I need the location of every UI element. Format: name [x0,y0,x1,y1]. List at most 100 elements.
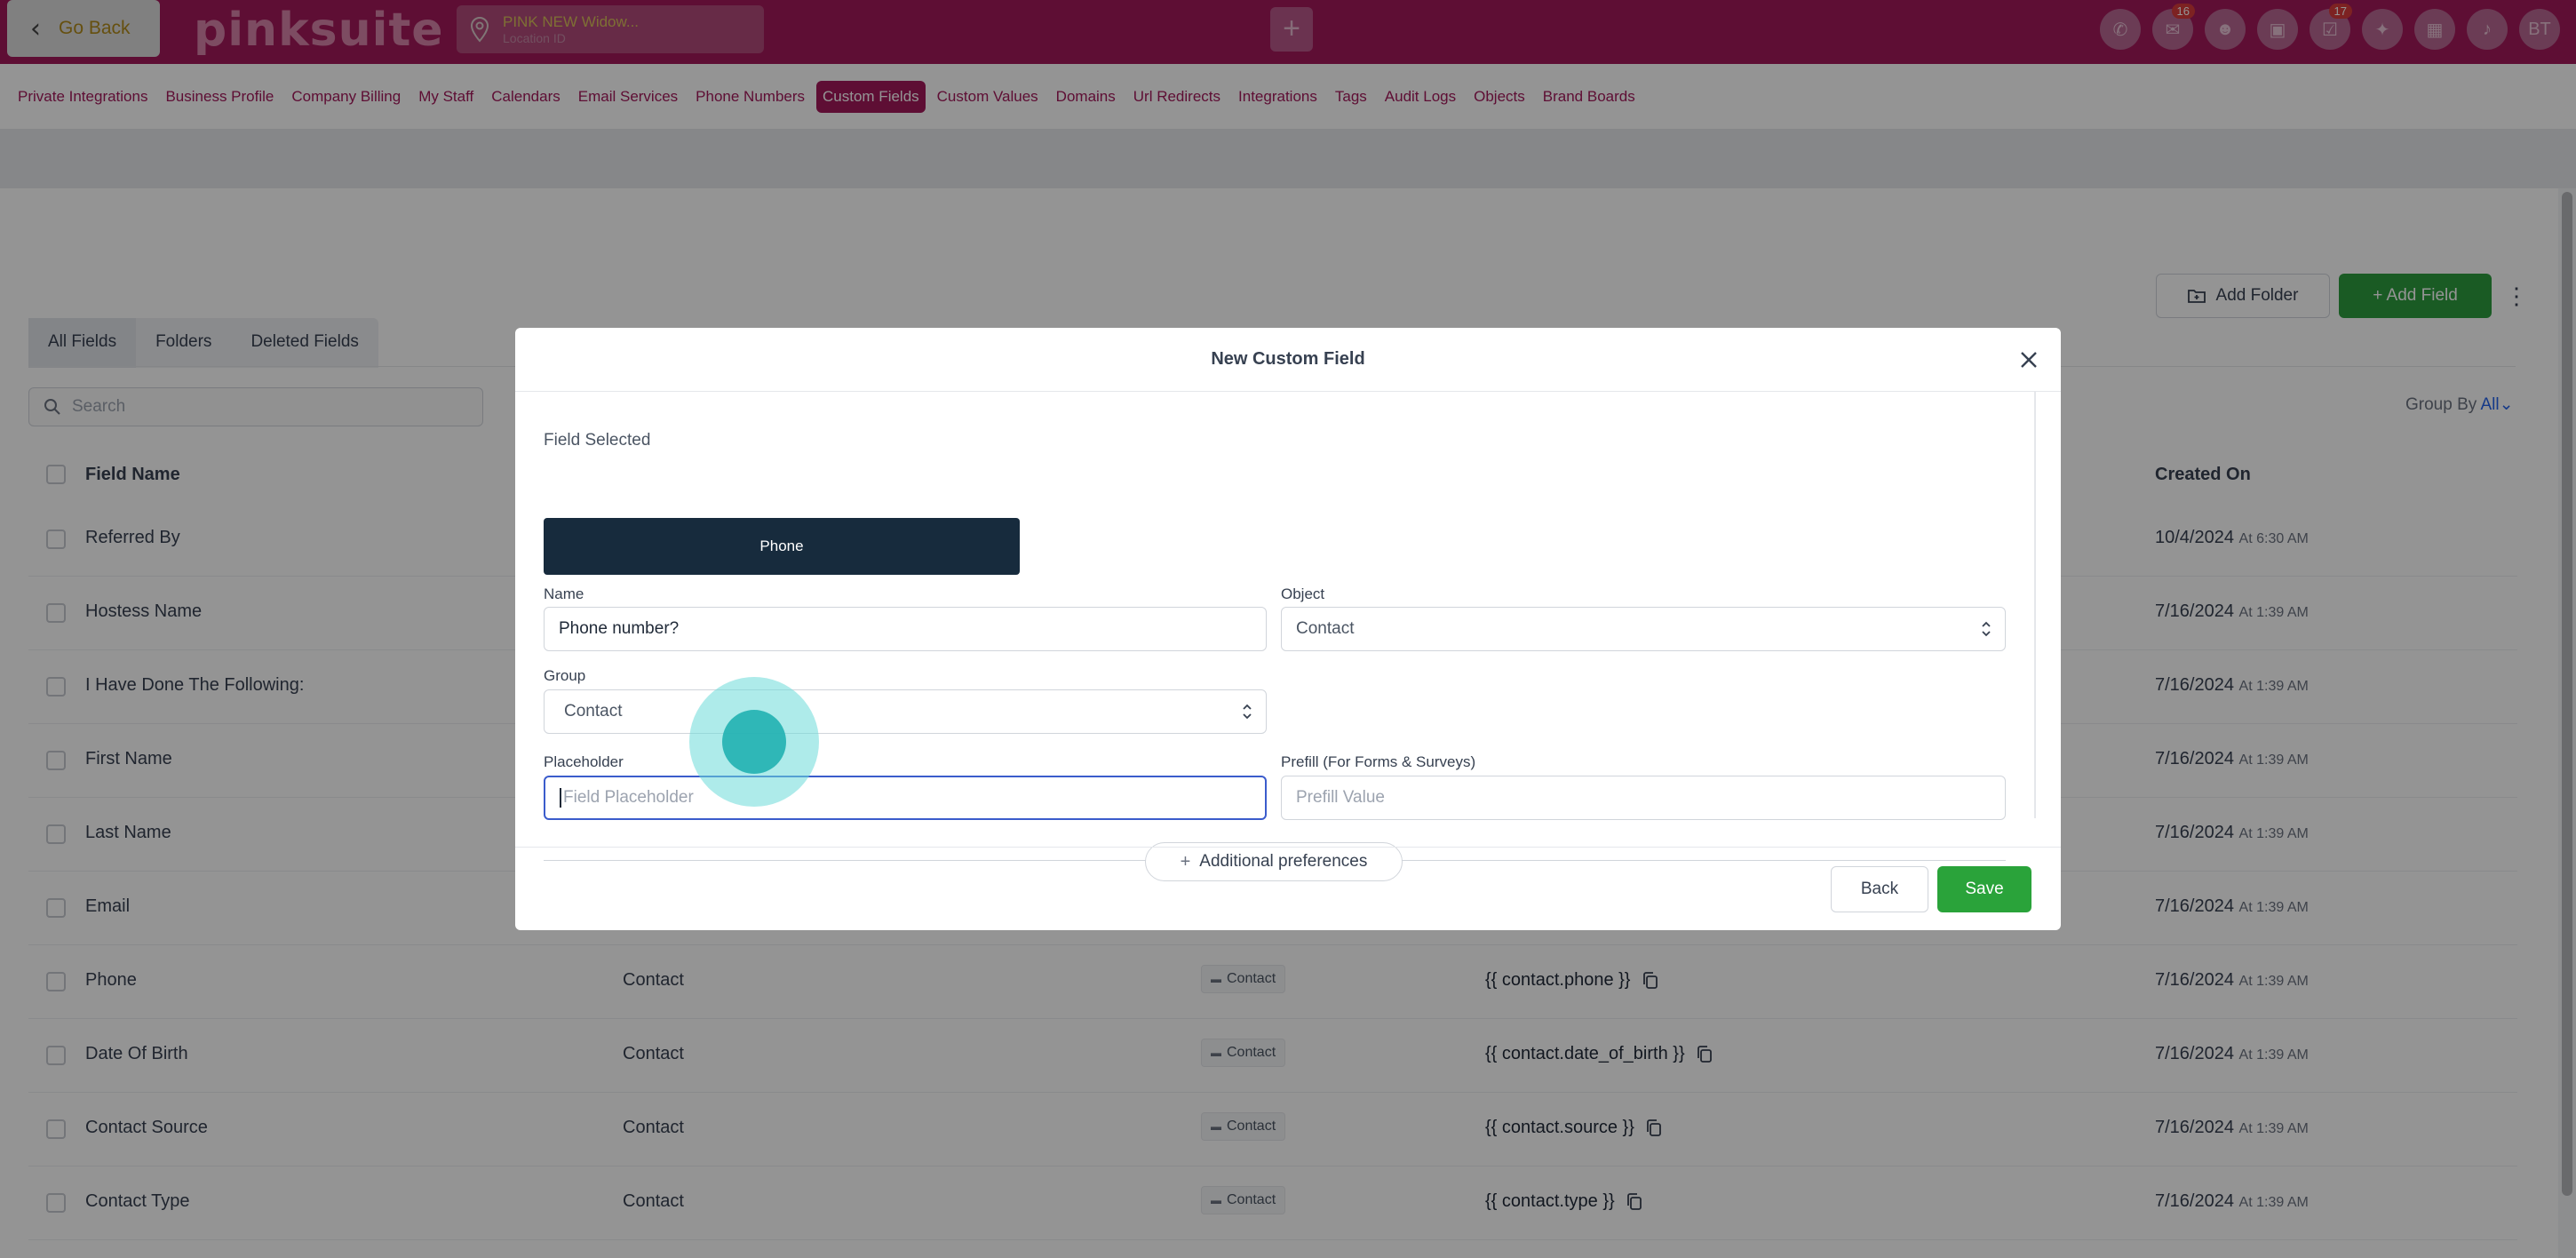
go-back-button[interactable]: ‹ Go Back [7,0,160,57]
table-row[interactable]: Contact Source Contact ▬ Contact {{ contact.… [28,1093,2517,1166]
object-cell: Contact [623,1118,684,1137]
name-input[interactable]: Phone number? [544,607,1267,651]
nav-item-phone-numbers[interactable]: Phone Numbers [696,87,806,105]
created-date: 7/16/2024 [2155,1118,2234,1137]
tab-all-fields[interactable]: All Fields [28,318,137,368]
group-by-select[interactable]: Group By All⌄ [2405,394,2514,415]
settings-nav: Private Integrations Business Profile Comp… [0,64,2576,130]
topbar-bell-button[interactable]: ♪ [2467,9,2508,50]
object-label: Object [1281,585,1325,602]
nav-item-business-profile[interactable]: Business Profile [165,87,274,105]
chevron-down-icon: ⌄ [2499,395,2514,414]
scrollbar-thumb[interactable] [2562,192,2572,1196]
nav-item-tags[interactable]: Tags [1334,87,1367,105]
top-icons: ✆ ✉ 16 ☻ ▣ ☑ 17 ✦ ▦ ♪ BT [2100,4,2560,50]
field-name-cell: Email [85,896,131,916]
search-icon [44,399,60,415]
copy-icon[interactable] [1696,1045,1713,1064]
modal-scroll-track[interactable] [2034,392,2036,818]
row-checkbox[interactable] [46,1193,66,1213]
group-label: Group [544,667,586,684]
topbar-phone-button[interactable]: ✆ [2100,9,2141,50]
lightbulb-icon: ✦ [2374,20,2390,40]
created-time: At 1:39 AM [2238,1195,2309,1210]
nav-item-domains[interactable]: Domains [1055,87,1116,105]
more-options-icon[interactable]: ⋮ [2505,283,2528,309]
object-cell: Contact [623,970,684,990]
nav-item-calendars[interactable]: Calendars [491,87,561,105]
row-checkbox[interactable] [46,603,66,623]
row-checkbox[interactable] [46,751,66,770]
row-checkbox[interactable] [46,529,66,549]
tab-deleted-fields[interactable]: Deleted Fields [250,332,359,351]
nav-item-email-services[interactable]: Email Services [577,87,679,105]
nav-item-my-staff[interactable]: My Staff [418,87,474,105]
row-checkbox[interactable] [46,1119,66,1139]
page-header-band [0,130,2576,188]
task-icon: ☑ [2322,20,2338,40]
placeholder-input[interactable]: Field Placeholder [544,776,1267,820]
nav-item-company-billing[interactable]: Company Billing [291,87,402,105]
topbar-calendar-button[interactable]: ▦ [2414,9,2455,50]
location-switcher[interactable]: PINK NEW Widow... Location ID [457,5,764,53]
topbar-task-button[interactable]: ☑ 17 [2310,4,2352,50]
nav-item-objects[interactable]: Objects [1474,87,1525,105]
modal-footer [515,847,2061,930]
object-select[interactable]: Contact [1281,607,2006,651]
additional-preferences-button[interactable]: + Additional preferences [1145,842,1403,881]
row-checkbox[interactable] [46,898,66,918]
notification-badge: 17 [2328,4,2352,19]
close-icon[interactable] [2015,346,2043,374]
table-header: Field Name Created On [28,448,2517,501]
group-select[interactable]: Contact [544,689,1267,734]
nav-item-private-integrations[interactable]: Private Integrations [18,87,148,105]
table-row[interactable]: Email 7/16/2024 At 1:39 AM [28,872,2517,945]
phone-icon: ✆ [2112,20,2128,40]
folder-icon: ▬ [1211,973,1221,985]
add-folder-button[interactable]: Add Folder [2156,274,2330,318]
quick-add-button[interactable]: + [1270,7,1313,52]
table-row[interactable]: Contact Type Contact ▬ Contact {{ contact.ty… [28,1166,2517,1240]
nav-item-custom-values[interactable]: Custom Values [936,87,1038,105]
search-input[interactable]: Search [28,387,483,426]
save-button[interactable]: Save [1937,866,2031,912]
topbar-lightbulb-button[interactable]: ✦ [2362,9,2403,50]
vertical-scrollbar[interactable] [2558,188,2576,1258]
avatar[interactable]: BT [2519,9,2560,50]
gift-icon: ▣ [2269,20,2286,40]
field-name-cell: Contact Type [85,1191,190,1211]
nav-item-audit-logs[interactable]: Audit Logs [1384,87,1457,105]
folder-badge: ▬ Contact [1201,1186,1286,1214]
click-indicator-dot [722,710,786,774]
nav-item-url-redirects[interactable]: Url Redirects [1133,87,1221,105]
row-checkbox[interactable] [46,972,66,991]
table-row[interactable]: Phone Contact ▬ Contact {{ contact.phone }} 7… [28,945,2517,1019]
copy-icon[interactable] [1645,1119,1663,1138]
back-button[interactable]: Back [1831,866,1928,912]
row-checkbox[interactable] [46,824,66,844]
add-field-button[interactable]: + Add Field [2339,274,2492,318]
row-checkbox[interactable] [46,1046,66,1065]
table-row[interactable]: Date Of Birth Contact ▬ Contact {{ contact.d… [28,1019,2517,1093]
folder-name: Contact [1227,1119,1276,1134]
prefill-input[interactable]: Prefill Value [1281,776,2006,820]
tab-folders[interactable]: Folders [155,332,212,351]
nav-item-brand-boards[interactable]: Brand Boards [1542,87,1635,105]
field-type-phone-tile[interactable]: Phone [544,518,1020,575]
chat-icon: ✉ [2165,20,2181,40]
select-all-checkbox[interactable] [46,465,66,484]
copy-icon[interactable] [1626,1192,1643,1212]
topbar-chat-button[interactable]: ✉ 16 [2152,4,2195,50]
topbar-gift-button[interactable]: ▣ [2257,9,2298,50]
nav-item-integrations[interactable]: Integrations [1238,87,1317,105]
row-checkbox[interactable] [46,677,66,697]
created-on-cell: 7/16/2024 At 1:39 AM [2155,1191,2309,1212]
additional-preferences-label: Additional preferences [1199,852,1368,871]
new-custom-field-modal: New Custom Field Field Selected Phone Na… [515,328,2061,930]
topbar-user-button[interactable]: ☻ [2205,9,2246,50]
field-name-cell: Last Name [85,823,171,842]
nav-item-custom-fields[interactable]: Custom Fields [816,80,926,113]
copy-icon[interactable] [1642,971,1659,991]
folder-icon: ▬ [1211,1194,1221,1206]
top-bar: ‹ Go Back pinksuite PINK NEW Widow... Lo… [0,0,2576,64]
